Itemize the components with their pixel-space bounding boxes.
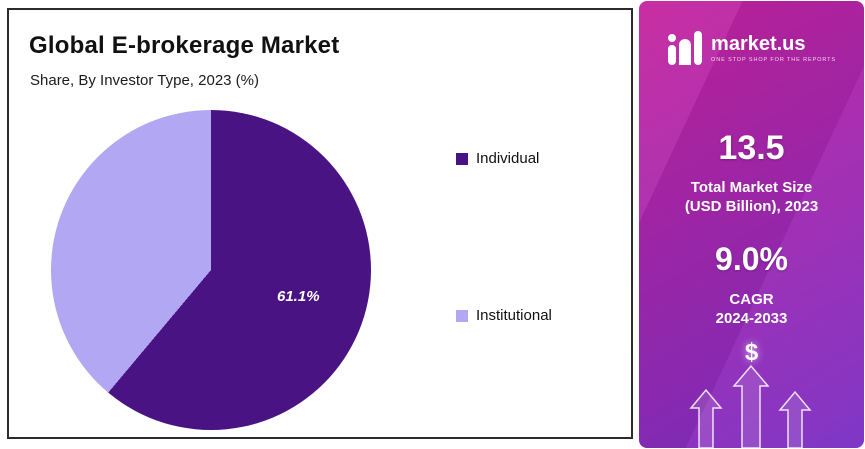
legend-label-individual: Individual <box>476 150 540 167</box>
market-size-label-line1: Total Market Size <box>690 179 813 196</box>
legend-swatch-institutional-icon <box>456 309 468 322</box>
page-title: Global E-brokerage Market <box>29 32 340 59</box>
chart-card: Global E-brokerage Market Share, By Inve… <box>7 8 633 439</box>
pie-slice-label: 61.1% <box>277 288 320 305</box>
market-size-label-line2: (USD Billion), 2023 <box>684 197 819 215</box>
dollar-icon: $ <box>744 339 759 366</box>
cagr-label-line2: 2024-2033 <box>715 309 788 327</box>
market-size-value: 13.5 <box>718 129 785 167</box>
logo-text: market.us <box>711 32 806 55</box>
legend-item-institutional: Institutional <box>456 307 552 324</box>
market-size-label: Total Market Size (USD Billion), 2023 <box>639 179 864 217</box>
cagr-label: CAGR 2024-2033 <box>639 291 864 329</box>
brand-logo: market.us ONE STOP SHOP FOR THE REPORTS <box>639 31 864 65</box>
logo-tagline: ONE STOP SHOP FOR THE REPORTS <box>711 56 836 63</box>
growth-arrows-icon <box>689 364 812 448</box>
cagr-label-line1: CAGR <box>729 291 774 308</box>
pie-chart: 61.1% <box>51 110 371 430</box>
brand-panel: market.us ONE STOP SHOP FOR THE REPORTS … <box>639 1 864 448</box>
legend-label-institutional: Institutional <box>476 307 552 324</box>
chart-subtitle: Share, By Investor Type, 2023 (%) <box>30 72 260 89</box>
legend-item-individual: Individual <box>456 150 539 167</box>
cagr-value: 9.0% <box>715 241 788 277</box>
legend-swatch-individual-icon <box>456 152 468 165</box>
market-us-logo-icon <box>668 31 703 65</box>
